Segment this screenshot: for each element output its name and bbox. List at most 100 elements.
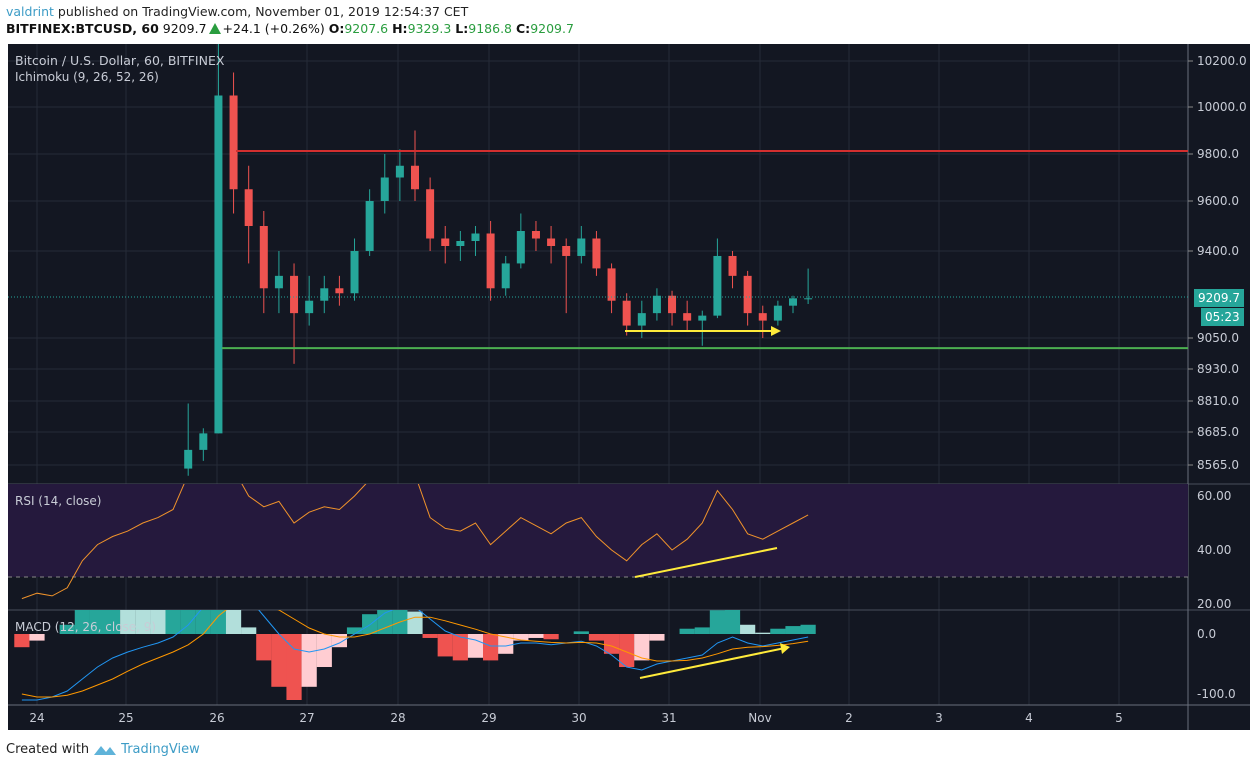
time-tick-label: 25 — [118, 711, 133, 725]
candle-body — [426, 189, 435, 239]
macd-tick-label: -100.0 — [1197, 687, 1236, 701]
candle-body — [713, 255, 722, 316]
price-tick-label: 9400.0 — [1197, 244, 1239, 258]
plot-background — [8, 44, 1188, 705]
candle-body — [547, 238, 556, 246]
triangle-up-icon — [208, 23, 221, 34]
macd-histogram-bar — [709, 610, 725, 634]
candle-body — [305, 300, 314, 314]
indicator-legend[interactable]: Ichimoku (9, 26, 52, 26) — [15, 70, 159, 84]
candle-body — [577, 238, 586, 256]
candle-body — [652, 295, 661, 314]
price-tick-label: 8685.0 — [1197, 425, 1239, 439]
time-tick-label: 29 — [481, 711, 496, 725]
macd-histogram-bar — [241, 627, 257, 634]
candle-body — [184, 449, 193, 469]
candle-body — [592, 238, 601, 269]
time-tick-label: 30 — [571, 711, 586, 725]
time-tick-label: 31 — [661, 711, 676, 725]
macd-histogram-bar — [59, 624, 75, 634]
macd-tick-label: 0.0 — [1197, 627, 1216, 641]
candle-body — [728, 255, 737, 276]
macd-histogram-bar — [452, 634, 468, 661]
macd-histogram-bar — [362, 614, 378, 634]
rsi-band — [8, 484, 1188, 577]
macd-histogram-bar — [755, 632, 771, 634]
macd-histogram-bar — [724, 610, 741, 634]
macd-legend[interactable]: MACD (12, 26, close, 9) — [15, 620, 157, 634]
high-label: H: — [392, 21, 408, 36]
time-tick-label: 24 — [29, 711, 44, 725]
macd-histogram-bar — [286, 634, 302, 700]
symbol-label: BITFINEX:BTCUSD, 60 — [6, 21, 159, 36]
arrow-head-icon — [780, 643, 790, 654]
author-link[interactable]: valdrint — [6, 4, 54, 19]
time-tick-label: 4 — [1025, 711, 1033, 725]
macd-histogram-bar — [513, 634, 529, 641]
candle-body — [290, 275, 299, 314]
macd-histogram-bar — [225, 610, 242, 634]
macd-histogram-bar — [603, 634, 620, 654]
macd-histogram-bar — [573, 631, 589, 634]
low-label: L: — [455, 21, 469, 36]
candle-body — [441, 238, 450, 246]
candle-body — [411, 165, 419, 190]
macd-histogram-bar — [74, 610, 90, 634]
macd-histogram-bar — [770, 628, 786, 634]
price-tick-label: 8810.0 — [1197, 394, 1239, 408]
candle-body — [637, 313, 646, 326]
price-tick-label: 10000.0 — [1197, 100, 1247, 114]
macd-histogram-bar — [165, 610, 181, 634]
tradingview-link[interactable]: TradingView — [121, 742, 200, 757]
time-scale — [8, 705, 1250, 730]
time-tick-label: 2 — [845, 711, 853, 725]
macd-histogram-bar — [483, 634, 499, 661]
macd-histogram-bar — [195, 610, 211, 634]
macd-histogram-bar — [316, 634, 332, 667]
candle-body — [486, 233, 495, 289]
candle-body — [607, 268, 616, 301]
candles — [184, 44, 813, 476]
macd-histogram-bar — [740, 624, 756, 634]
time-tick-label: 27 — [299, 711, 314, 725]
candle-body — [380, 177, 389, 201]
macd-histogram-bar — [346, 627, 363, 634]
time-tick-label: 28 — [390, 711, 405, 725]
macd-histogram-bar — [256, 634, 272, 661]
macd-histogram-bar — [800, 624, 816, 634]
price-tick-label: 8565.0 — [1197, 458, 1239, 472]
macd-histogram-bar — [105, 610, 121, 634]
candle-body — [804, 298, 813, 300]
macd-histogram-bar — [14, 634, 30, 648]
signal-line — [21, 610, 809, 698]
time-tick-label: 5 — [1115, 711, 1123, 725]
close-value: 9209.7 — [530, 21, 574, 36]
candle-body — [562, 246, 571, 256]
symbol-info: BITFINEX:BTCUSD, 60 9209.7 +24.1 (+0.26%)… — [6, 21, 574, 36]
candle-body — [456, 241, 465, 246]
last-price: 9209.7 — [162, 21, 207, 36]
chart-canvas[interactable]: 10200.0 10000.0 9800.0 9600.0 9400.0 9050.0 89… — [6, 44, 1256, 730]
candle-body — [501, 263, 510, 289]
candle-body — [365, 201, 374, 251]
candle-body — [350, 251, 359, 294]
annotation-line-rsi — [634, 547, 778, 578]
macd-histogram-bar — [543, 634, 559, 640]
candle-body — [214, 95, 223, 434]
candle-body — [274, 275, 283, 289]
candle-body — [683, 313, 692, 321]
macd-histogram-bar — [210, 610, 227, 634]
price-tick-label: 9600.0 — [1197, 194, 1239, 208]
candle-body — [471, 233, 480, 241]
macd-histogram-bar — [498, 634, 514, 654]
candle-body — [199, 433, 208, 450]
created-with-text: Created with — [6, 742, 90, 757]
candle-body — [244, 189, 253, 226]
rsi-legend[interactable]: RSI (14, close) — [15, 494, 102, 508]
footer: Created with TradingView — [6, 742, 200, 757]
macd-histogram-bar — [150, 610, 166, 634]
time-tick-label: Nov — [748, 711, 771, 725]
candle-body — [395, 165, 404, 178]
candle-body — [758, 313, 767, 321]
rsi-tick-label: 40.00 — [1197, 543, 1231, 557]
